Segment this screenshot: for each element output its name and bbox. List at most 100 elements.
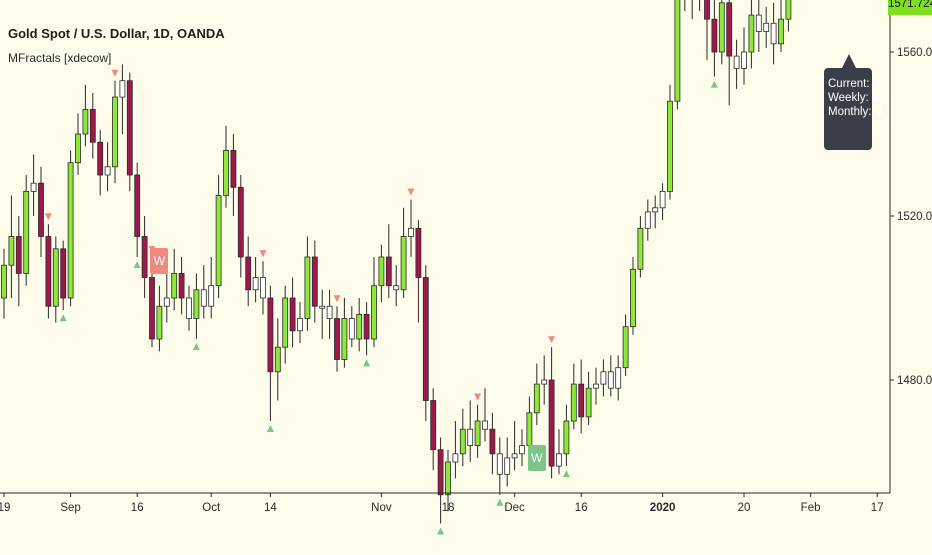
candle-body xyxy=(215,195,222,287)
candle xyxy=(341,298,348,368)
candle-body xyxy=(467,428,474,447)
candle xyxy=(408,199,414,257)
candle-body xyxy=(422,277,429,401)
candle xyxy=(704,0,710,61)
candle-body xyxy=(112,96,118,168)
fractal-low-marker xyxy=(496,498,504,506)
candle xyxy=(223,125,229,208)
price-axis[interactable]: 1480.000 1520.000 1560.000 xyxy=(890,47,932,387)
candle xyxy=(593,367,599,405)
candle xyxy=(52,236,59,323)
candle-body xyxy=(711,18,718,53)
candle xyxy=(215,175,222,298)
candle-body xyxy=(45,236,52,307)
candle xyxy=(104,142,111,192)
time-tick-label: Dec xyxy=(504,502,525,514)
candle xyxy=(82,84,89,147)
fractal-high-marker xyxy=(44,213,52,221)
candle xyxy=(334,306,340,372)
candle xyxy=(452,421,459,479)
candle xyxy=(178,257,185,315)
candles-layer xyxy=(1,0,792,524)
candle-body xyxy=(260,277,266,299)
candle-body xyxy=(163,297,170,307)
candle xyxy=(726,0,733,106)
time-axis[interactable]: 19 Sep 16 Oct 14 Nov 18 Dec 16 2020 20 Feb 17 xyxy=(0,493,884,514)
candle-body xyxy=(763,22,770,32)
indicator-label[interactable]: MFractals [xdecow] xyxy=(8,51,112,65)
candle-body xyxy=(267,297,274,373)
fractal-low-marker xyxy=(192,343,200,350)
candle xyxy=(274,318,281,401)
candle-body xyxy=(186,297,192,319)
candle-body xyxy=(8,236,15,266)
candle-body xyxy=(778,18,784,45)
candle xyxy=(15,216,22,307)
candle xyxy=(755,0,762,52)
candle-body xyxy=(252,277,259,291)
candle-body xyxy=(326,305,333,319)
candle-body xyxy=(400,236,407,291)
candle xyxy=(363,302,370,356)
current-price-tag: 1571.724 xyxy=(888,0,932,15)
candle-body xyxy=(437,449,444,496)
candle-body xyxy=(718,2,725,53)
time-tick-label: 18 xyxy=(442,502,455,514)
candle xyxy=(119,64,126,134)
candle-body xyxy=(282,297,289,348)
candle-body xyxy=(563,420,570,455)
candle-body xyxy=(548,379,555,467)
candle-body xyxy=(637,227,644,270)
candle xyxy=(600,359,607,397)
candle-body xyxy=(200,289,207,307)
time-tick-label: Nov xyxy=(371,502,392,514)
candle-body xyxy=(38,182,44,237)
candle-body xyxy=(526,412,533,446)
candle-body xyxy=(363,313,370,340)
candle-body xyxy=(622,326,629,369)
candle-body xyxy=(459,428,466,455)
candle-body xyxy=(785,0,792,20)
candle xyxy=(348,306,355,348)
candle-body xyxy=(615,367,622,389)
candle xyxy=(415,220,422,323)
candle-body xyxy=(348,318,355,340)
candle xyxy=(393,265,400,307)
candle xyxy=(533,363,540,426)
candle-body xyxy=(667,100,673,192)
candle-body xyxy=(1,264,7,299)
candle-body xyxy=(378,256,385,287)
candle-body xyxy=(319,305,326,309)
candle xyxy=(474,404,481,458)
candle xyxy=(237,175,244,278)
candle-body xyxy=(297,318,303,332)
candle-body xyxy=(533,383,540,414)
candle xyxy=(667,84,673,200)
candle-body xyxy=(489,428,496,455)
candle xyxy=(674,0,681,110)
candle xyxy=(615,355,622,401)
candle xyxy=(659,183,666,221)
symbol-title[interactable]: Gold Spot / U.S. Dollar, 1D, OANDA xyxy=(8,26,225,41)
candle xyxy=(541,355,548,405)
candle xyxy=(378,244,385,303)
candle xyxy=(741,27,747,85)
candle xyxy=(319,289,326,339)
candle xyxy=(489,412,496,475)
candle-body xyxy=(97,141,104,176)
fractal-low-marker xyxy=(562,470,570,478)
candle xyxy=(163,273,170,323)
candle-body xyxy=(15,236,22,274)
candle-body xyxy=(237,186,244,258)
time-tick-label: 14 xyxy=(264,502,277,514)
weekly-low-badge: W xyxy=(527,445,546,472)
candle xyxy=(289,277,296,348)
candle xyxy=(548,347,555,479)
candle xyxy=(748,0,755,69)
candle xyxy=(60,240,67,311)
candle xyxy=(733,39,740,89)
candle xyxy=(511,421,518,471)
fractal-low-marker xyxy=(437,527,445,535)
